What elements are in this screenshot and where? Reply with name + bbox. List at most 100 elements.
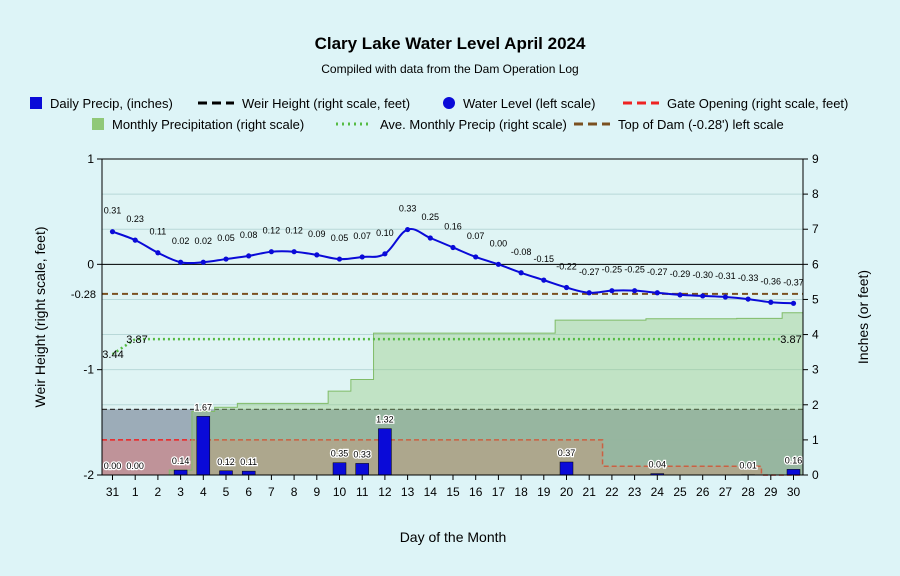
water-level-label: -0.15 (534, 254, 555, 264)
water-level-label: 0.16 (444, 221, 462, 231)
water-level-point (768, 299, 774, 305)
water-level-label: -0.08 (511, 247, 532, 257)
x-tick-label: 11 (356, 485, 369, 499)
water-level-label: -0.27 (579, 267, 600, 277)
water-level-label: -0.36 (761, 276, 782, 286)
x-tick-label: 26 (696, 485, 710, 499)
water-level-point (314, 252, 320, 258)
y-left-tick-label: 0 (87, 257, 94, 271)
x-tick-label: 6 (245, 485, 252, 499)
water-level-label: -0.31 (715, 271, 736, 281)
water-level-point (223, 256, 229, 262)
daily-precip-label: 0.00 (126, 461, 144, 471)
water-level-point (132, 237, 138, 243)
y-right-tick-label: 9 (812, 152, 819, 166)
water-level-label: 0.33 (399, 204, 417, 214)
x-tick-label: 31 (106, 485, 120, 499)
x-tick-label: 7 (268, 485, 275, 499)
water-level-point (609, 288, 615, 294)
daily-precip-bar (559, 461, 574, 476)
y-right-tick-label: 2 (812, 398, 819, 412)
x-tick-label: 17 (492, 485, 506, 499)
y-right-tick-label: 3 (812, 363, 819, 377)
daily-precip-bar (241, 470, 256, 476)
x-tick-label: 3 (177, 485, 184, 499)
water-level-point (450, 244, 456, 251)
water-level-label: 0.05 (331, 233, 349, 243)
water-level-point (541, 277, 547, 283)
daily-precip-label: 0.33 (353, 449, 371, 459)
daily-precip-bar (196, 416, 211, 476)
water-level-label: 0.12 (263, 226, 281, 236)
x-tick-label: 5 (223, 485, 230, 499)
daily-precip-label: 0.11 (240, 457, 257, 467)
y-right-tick-label: 1 (812, 433, 819, 447)
legend-label: Ave. Monthly Precip (right scale) (380, 117, 567, 132)
x-tick-label: 14 (424, 485, 438, 499)
y-right-tick-label: 0 (812, 468, 819, 482)
x-tick-label: 1 (132, 485, 139, 499)
top-of-dam-label: -0.28 (71, 289, 96, 301)
y-left-tick-label: -2 (83, 468, 94, 482)
daily-precip-label: 0.12 (217, 457, 235, 467)
water-level-label: 0.00 (490, 238, 508, 248)
y-left-tick-label: -1 (83, 363, 94, 377)
water-level-point (586, 290, 592, 296)
x-tick-label: 9 (313, 485, 320, 499)
water-level-label: 0.02 (172, 236, 190, 246)
y-right-tick-label: 4 (812, 328, 819, 342)
y-axis-right-label: Inches (or feet) (855, 270, 871, 364)
water-level-point (246, 253, 252, 259)
water-level-label: 0.08 (240, 230, 258, 240)
water-level-label: 0.05 (217, 233, 235, 243)
monthly-precip-area (102, 312, 804, 476)
water-level-point (200, 259, 206, 265)
plot-area: 3.443.87 3.87-0.280.00 0.00 0.141.670.12 0.1… (71, 152, 819, 499)
x-tick-label: 29 (764, 485, 778, 499)
water-level-point (700, 293, 706, 299)
legend: Daily Precip, (inches) Weir Height (right… (30, 96, 848, 132)
water-level-point (155, 250, 161, 256)
water-level-label: -0.22 (556, 262, 577, 272)
daily-precip-label: 1.32 (376, 415, 394, 425)
water-level-label: 0.10 (376, 228, 394, 238)
water-level-point (677, 292, 683, 298)
water-level-label: -0.25 (624, 265, 645, 275)
y-right-tick-label: 5 (812, 292, 819, 306)
daily-precip-bar (173, 469, 188, 476)
water-level-point (632, 288, 638, 294)
legend-label: Gate Opening (right scale, feet) (667, 96, 848, 111)
y-left-tick-label: 1 (87, 152, 94, 166)
avg-precip-label: 3.44 (102, 349, 123, 361)
x-tick-label: 22 (605, 485, 619, 499)
y-right-tick-label: 8 (812, 187, 819, 201)
water-level-point (563, 284, 570, 291)
water-level-point (495, 261, 501, 267)
water-level-point (382, 251, 388, 257)
x-tick-label: 15 (446, 485, 460, 499)
water-level-label: 0.02 (195, 236, 213, 246)
daily-precip-bar (332, 462, 347, 476)
legend-swatch (30, 97, 42, 109)
x-tick-label: 2 (155, 485, 162, 499)
y-right-tick-label: 6 (812, 257, 819, 271)
x-tick-label: 12 (378, 485, 392, 499)
x-tick-label: 21 (583, 485, 597, 499)
water-level-point (405, 226, 411, 233)
water-level-point (745, 296, 751, 302)
water-level-point (109, 229, 116, 235)
x-tick-label: 25 (673, 485, 687, 499)
x-tick-label: 27 (719, 485, 733, 499)
daily-precip-label: 0.01 (739, 461, 757, 471)
daily-precip-bar (378, 428, 392, 476)
water-level-label: 0.12 (285, 226, 303, 236)
daily-precip-label: 1.67 (195, 402, 213, 412)
water-level-point (722, 294, 729, 300)
daily-precip-label: 0.35 (331, 449, 349, 459)
water-level-label: 0.25 (422, 212, 440, 222)
daily-precip-label: 0.04 (649, 460, 667, 470)
legend-label: Daily Precip, (inches) (50, 96, 173, 111)
water-level-label: 0.07 (353, 231, 371, 241)
